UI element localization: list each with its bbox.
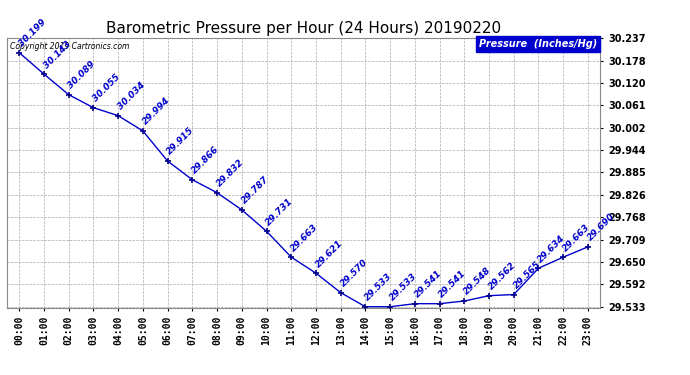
Text: 29.541: 29.541	[413, 268, 444, 300]
Text: 29.690: 29.690	[586, 212, 617, 243]
Text: 29.663: 29.663	[561, 222, 592, 253]
Text: 30.143: 30.143	[42, 39, 72, 70]
Text: 29.533: 29.533	[388, 272, 419, 303]
Text: 29.915: 29.915	[166, 126, 196, 157]
Text: 29.994: 29.994	[141, 96, 172, 127]
Text: 29.787: 29.787	[239, 175, 270, 206]
Text: 29.562: 29.562	[487, 261, 518, 291]
Text: Pressure  (Inches/Hg): Pressure (Inches/Hg)	[479, 39, 598, 49]
Text: 29.663: 29.663	[289, 222, 320, 253]
Text: 29.731: 29.731	[264, 196, 295, 227]
Text: 29.541: 29.541	[437, 268, 469, 300]
Text: 29.570: 29.570	[339, 258, 369, 288]
Text: 29.866: 29.866	[190, 145, 221, 176]
Text: 29.621: 29.621	[314, 238, 344, 269]
Title: Barometric Pressure per Hour (24 Hours) 20190220: Barometric Pressure per Hour (24 Hours) …	[106, 21, 501, 36]
Text: 30.199: 30.199	[17, 18, 48, 49]
Text: 29.565: 29.565	[511, 260, 542, 290]
Text: Copyright 2019 Cartronics.com: Copyright 2019 Cartronics.com	[10, 42, 129, 51]
Text: 29.533: 29.533	[363, 272, 394, 303]
Text: 30.034: 30.034	[116, 81, 147, 111]
Text: 29.832: 29.832	[215, 158, 246, 189]
Text: 30.089: 30.089	[66, 60, 97, 90]
Text: 29.634: 29.634	[536, 233, 567, 264]
Text: 29.548: 29.548	[462, 266, 493, 297]
Text: 30.055: 30.055	[91, 73, 122, 104]
